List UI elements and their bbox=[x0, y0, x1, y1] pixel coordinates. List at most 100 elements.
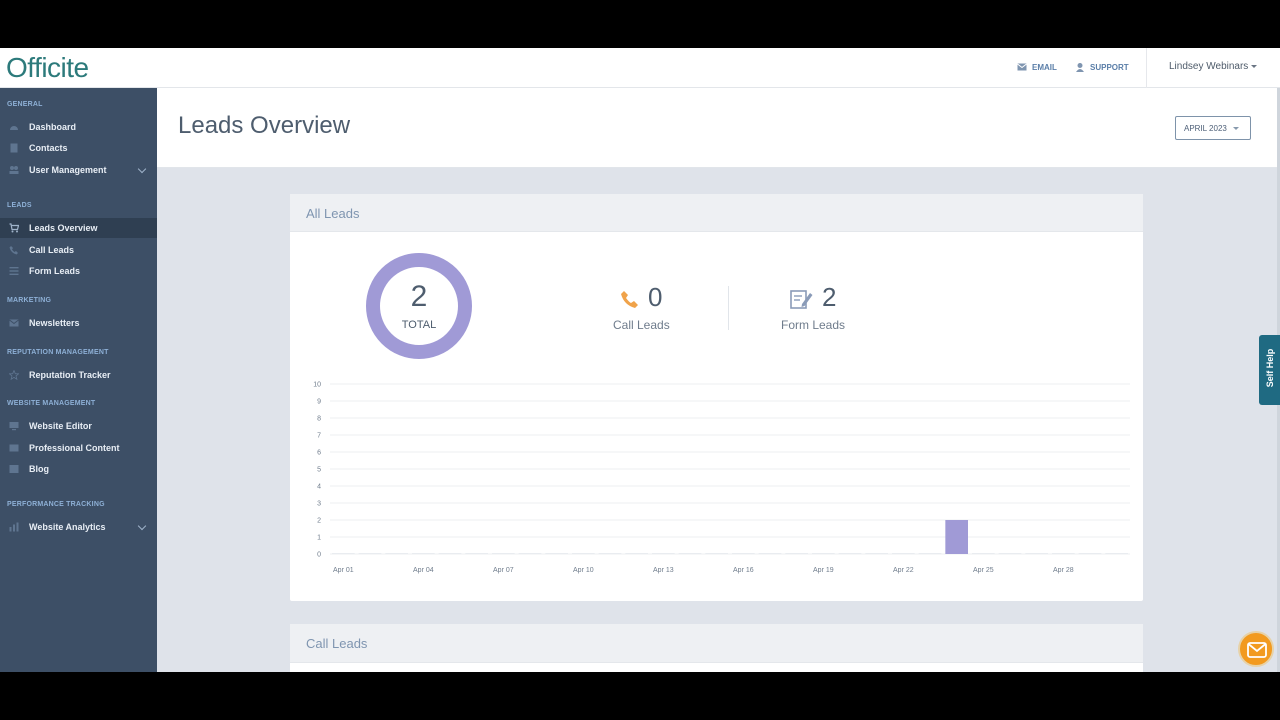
card-header: All Leads bbox=[290, 194, 1143, 232]
chevron-down-icon bbox=[137, 164, 147, 174]
total-count: 2 bbox=[410, 280, 428, 313]
chart-bar bbox=[705, 553, 728, 554]
y-tick-label: 8 bbox=[317, 416, 321, 423]
x-tick-label: Apr 19 bbox=[813, 567, 834, 574]
sidebar-item-form-leads[interactable]: Form Leads bbox=[0, 261, 157, 281]
support-label: SUPPORT bbox=[1090, 62, 1129, 72]
month-selector[interactable]: APRIL 2023 bbox=[1175, 116, 1251, 140]
y-tick-label: 9 bbox=[317, 399, 321, 406]
sidebar-section-leads: LEADS bbox=[7, 202, 32, 209]
page-header: Leads Overview APRIL 2023 bbox=[157, 88, 1280, 168]
dashboard-icon bbox=[10, 126, 18, 130]
sidebar-item-contacts[interactable]: Contacts bbox=[0, 138, 157, 158]
star-icon bbox=[9, 370, 19, 380]
form-edit-icon bbox=[790, 290, 813, 309]
phone-icon bbox=[621, 291, 638, 308]
chat-button[interactable] bbox=[1238, 631, 1274, 667]
chart-bar bbox=[438, 553, 462, 554]
sidebar-section-reputation: REPUTATION MANAGEMENT bbox=[7, 349, 109, 356]
chart-bar bbox=[572, 553, 595, 554]
y-tick-label: 6 bbox=[317, 450, 321, 457]
users-icon bbox=[9, 166, 19, 174]
x-tick-label: Apr 01 bbox=[333, 567, 354, 574]
sidebar-item-label: Call Leads bbox=[29, 245, 75, 255]
chart-bar bbox=[412, 553, 435, 554]
chart-bar bbox=[785, 553, 808, 554]
sidebar-item-label: Leads Overview bbox=[29, 223, 98, 233]
support-link[interactable]: SUPPORT bbox=[1075, 62, 1129, 72]
x-tick-label: Apr 16 bbox=[733, 567, 754, 574]
chart-bar bbox=[972, 553, 995, 554]
y-tick-label: 3 bbox=[317, 501, 321, 508]
stat-divider bbox=[728, 286, 729, 330]
sidebar-section-marketing: MARKETING bbox=[7, 297, 52, 304]
chart-bar bbox=[545, 553, 568, 554]
email-link[interactable]: EMAIL bbox=[1017, 62, 1057, 72]
x-tick-label: Apr 07 bbox=[493, 567, 514, 574]
card-title: Call Leads bbox=[306, 636, 368, 651]
chart-bar bbox=[358, 553, 382, 554]
sidebar-item-website-editor[interactable]: Website Editor bbox=[0, 416, 157, 436]
chevron-down-icon bbox=[1251, 64, 1258, 68]
x-tick-label: Apr 10 bbox=[573, 567, 594, 574]
sidebar-item-website-analytics[interactable]: Website Analytics bbox=[0, 517, 157, 537]
sidebar-section-performance: PERFORMANCE TRACKING bbox=[7, 501, 105, 508]
sidebar-item-call-leads[interactable]: Call Leads bbox=[0, 240, 157, 260]
x-tick-label: Apr 25 bbox=[973, 567, 994, 574]
month-selector-label: APRIL 2023 bbox=[1184, 124, 1227, 133]
chart-bar bbox=[732, 553, 755, 554]
y-tick-label: 5 bbox=[317, 467, 321, 474]
sidebar-item-leads-overview[interactable]: Leads Overview bbox=[0, 218, 157, 238]
sidebar: GENERAL Dashboard Contacts User Manageme… bbox=[0, 88, 157, 672]
app-screen: Officite EMAIL SUPPORT Lindsey Webinars … bbox=[0, 48, 1280, 672]
logo-text: Officite bbox=[6, 52, 89, 83]
total-donut bbox=[366, 253, 472, 359]
list-icon bbox=[9, 267, 19, 275]
form-leads-count: 2 bbox=[822, 282, 837, 312]
chart-bar bbox=[678, 553, 702, 554]
y-tick-label: 4 bbox=[317, 484, 321, 491]
user-menu-dropdown[interactable]: Lindsey Webinars bbox=[1146, 48, 1280, 88]
sidebar-item-professional-content[interactable]: Professional Content bbox=[0, 438, 157, 458]
chart-bar bbox=[1025, 553, 1048, 554]
cart-icon bbox=[9, 223, 19, 233]
leads-bar-chart: 0 1 2 3 4 5 6 7 8 9 10 Apr 01 Apr 04 Apr 07 Apr 10 Apr … bbox=[313, 382, 1130, 574]
email-label: EMAIL bbox=[1032, 62, 1057, 72]
monitor-icon bbox=[9, 422, 19, 431]
sidebar-item-label: Form Leads bbox=[29, 266, 81, 276]
chart-bar bbox=[838, 553, 862, 554]
chart-bar bbox=[998, 553, 1022, 554]
sidebar-item-label: Professional Content bbox=[29, 443, 120, 453]
sidebar-item-blog[interactable]: Blog bbox=[0, 459, 157, 479]
chart-bar bbox=[465, 553, 488, 554]
y-tick-label: 7 bbox=[317, 433, 321, 440]
self-help-tab[interactable]: Self Help bbox=[1259, 335, 1280, 405]
mail-icon bbox=[9, 319, 19, 327]
sidebar-item-reputation-tracker[interactable]: Reputation Tracker bbox=[0, 365, 157, 385]
content-icon bbox=[9, 444, 19, 452]
sidebar-item-label: Newsletters bbox=[29, 318, 80, 328]
chart-bar bbox=[758, 553, 782, 554]
y-tick-label: 1 bbox=[317, 535, 321, 542]
officite-logo[interactable]: Officite bbox=[6, 52, 89, 84]
top-header: Officite EMAIL SUPPORT Lindsey Webinars bbox=[0, 48, 1280, 88]
sidebar-item-user-management[interactable]: User Management bbox=[0, 160, 157, 180]
chart-bar bbox=[598, 553, 622, 554]
analytics-icon bbox=[9, 522, 19, 532]
chart-bar bbox=[518, 553, 542, 554]
sidebar-item-dashboard[interactable]: Dashboard bbox=[0, 117, 157, 137]
sidebar-item-newsletters[interactable]: Newsletters bbox=[0, 313, 157, 333]
sidebar-item-label: Website Analytics bbox=[29, 522, 106, 532]
chart-bar bbox=[1078, 553, 1102, 554]
email-icon bbox=[1017, 63, 1027, 71]
chart-bar bbox=[332, 553, 355, 554]
x-tick-label: Apr 28 bbox=[1053, 567, 1074, 574]
card-title: All Leads bbox=[306, 206, 360, 221]
letterbox-top bbox=[0, 0, 1280, 48]
sidebar-item-label: Reputation Tracker bbox=[29, 370, 111, 380]
envelope-icon bbox=[1247, 642, 1267, 658]
user-name: Lindsey Webinars bbox=[1169, 61, 1249, 72]
chart-bar bbox=[652, 553, 675, 554]
chart-bar bbox=[385, 553, 408, 554]
support-icon bbox=[1076, 63, 1084, 72]
